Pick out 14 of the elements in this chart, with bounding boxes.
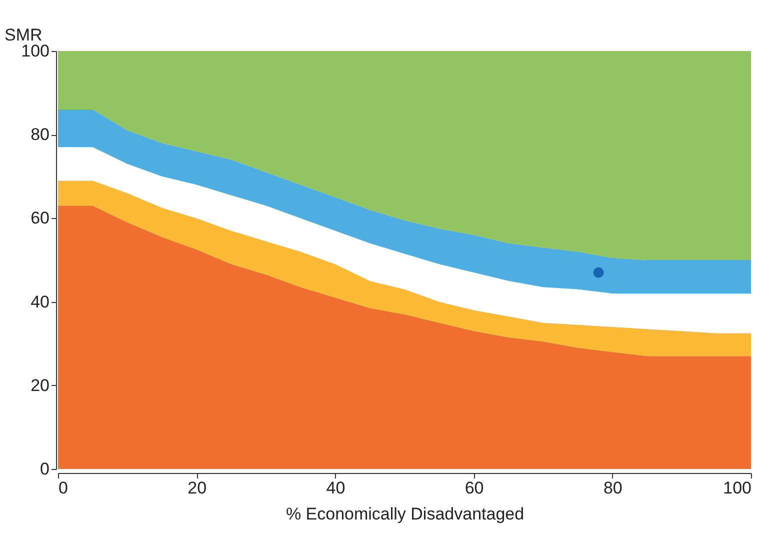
y-tick-label: 60 [30, 208, 50, 228]
y-tick-label: 0 [40, 460, 50, 478]
x-tick-label: 20 [188, 478, 207, 498]
y-tick-label: 80 [30, 125, 50, 144]
x-tick-label: 0 [58, 478, 68, 498]
x-axis-title: % Economically Disadvantaged [286, 504, 524, 524]
y-tick-label: 100 [21, 42, 50, 60]
y-axis-title: SMR [4, 26, 42, 44]
y-tick-label: 20 [30, 376, 50, 395]
x-tick-label: 80 [603, 478, 622, 498]
x-tick-label: 40 [326, 478, 346, 498]
x-tick-label: 100 [723, 478, 752, 498]
x-tick-label: 60 [464, 478, 484, 498]
y-tick-label: 40 [30, 292, 50, 312]
